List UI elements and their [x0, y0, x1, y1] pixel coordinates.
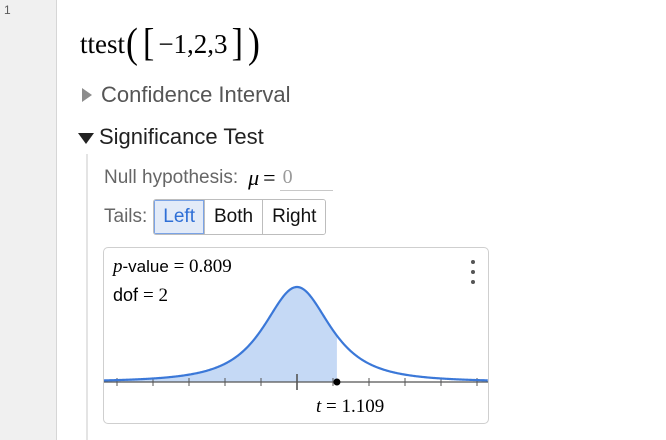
p-value-equals: = — [173, 256, 190, 277]
argument-list: −1,2,3 — [158, 28, 228, 59]
t-density-curve — [104, 285, 488, 382]
line-gutter: 1 — [0, 0, 57, 440]
function-name: ttest — [80, 28, 125, 59]
t-distribution-plot — [104, 285, 488, 390]
section-indent-bar — [86, 154, 88, 440]
mu-symbol: μ — [248, 165, 260, 190]
tails-segmented-control: Left Both Right — [153, 199, 327, 235]
significance-test-toggle[interactable]: Significance Test — [78, 124, 264, 150]
dof-equals: = — [143, 285, 159, 306]
t-value: 1.109 — [341, 396, 385, 417]
dof-label: dof — [113, 285, 139, 305]
t-equals: = — [326, 396, 342, 417]
line-number: 1 — [4, 3, 11, 17]
tails-label: Tails: — [104, 206, 148, 227]
caret-down-icon — [78, 132, 94, 144]
confidence-interval-label: Confidence Interval — [101, 82, 291, 107]
shaded-p-value-region — [104, 287, 337, 382]
p-value-readout: p-value = 0.809 — [113, 256, 232, 278]
more-options-icon[interactable] — [470, 260, 476, 284]
t-symbol: t — [316, 396, 322, 417]
dof-number: 2 — [158, 285, 169, 306]
confidence-interval-toggle[interactable]: Confidence Interval — [78, 82, 291, 108]
null-mean-input[interactable]: 0 — [279, 166, 333, 191]
t-statistic-label: t = 1.109 — [316, 396, 384, 418]
dof-readout: dof = 2 — [113, 285, 168, 307]
p-value-number: 0.809 — [189, 256, 232, 277]
caret-right-icon — [82, 88, 92, 102]
ttest-expression[interactable]: ttest ( [ −1,2,3 ] ) — [80, 22, 261, 66]
open-paren: ( — [126, 21, 138, 67]
p-symbol: p — [113, 256, 123, 277]
equals-sign: = — [263, 165, 276, 190]
tail-right-button[interactable]: Right — [262, 200, 326, 234]
close-paren: ) — [247, 21, 260, 67]
close-bracket: ] — [231, 22, 243, 65]
tail-both-button[interactable]: Both — [204, 200, 263, 234]
null-hypothesis-label: Null hypothesis: — [104, 167, 239, 188]
null-hypothesis-row: Null hypothesis: μ = 0 — [104, 165, 333, 191]
t-statistic-point — [333, 378, 341, 386]
distribution-plot-card: p-value = 0.809 dof = 2 t = 1.109 — [103, 247, 489, 424]
p-value-label: -value — [122, 257, 169, 276]
tails-row: Tails: Left Both Right — [104, 199, 327, 235]
open-bracket: [ — [143, 22, 155, 65]
significance-test-label: Significance Test — [99, 124, 264, 149]
tail-left-button[interactable]: Left — [154, 200, 204, 234]
